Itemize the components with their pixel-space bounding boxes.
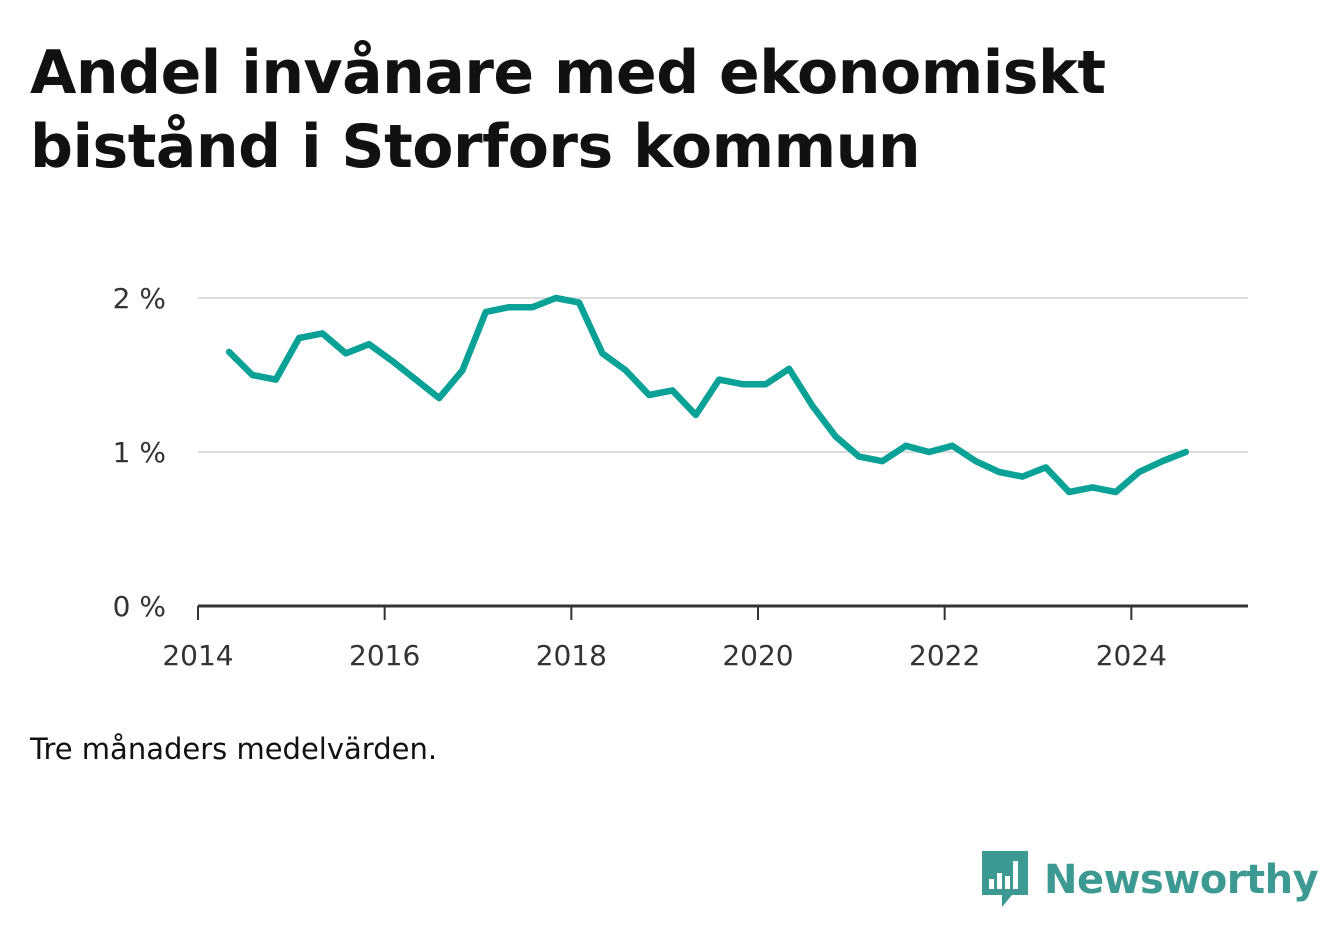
- newsworthy-bar-chart-icon: [982, 851, 1028, 907]
- data-point: [553, 296, 558, 300]
- data-point: [343, 351, 348, 356]
- data-point: [413, 377, 418, 382]
- newsworthy-logo[interactable]: Newsworthy: [980, 848, 1319, 912]
- data-point: [833, 434, 838, 439]
- data-point: [903, 443, 908, 448]
- data-point: [320, 331, 325, 336]
- data-point: [250, 373, 255, 377]
- data-point: [367, 342, 372, 347]
- series-layer: [225, 294, 1190, 496]
- data-point: [880, 459, 885, 464]
- data-point: [787, 366, 792, 371]
- y-tick-label: 2 %: [113, 282, 166, 315]
- data-point: [530, 305, 535, 310]
- data-point: [670, 388, 675, 393]
- data-point: [483, 309, 488, 314]
- data-point: [297, 336, 302, 341]
- x-tick-label: 2018: [536, 639, 607, 672]
- data-point: [623, 368, 628, 373]
- data-point: [973, 459, 978, 464]
- data-point: [950, 443, 955, 448]
- data-point: [600, 351, 605, 356]
- chart-title: Andel invånare med ekonomiskt bistånd i …: [30, 38, 1106, 182]
- grid-layer: [198, 297, 1248, 453]
- y-axis-ticks: 0 % 1 % 2 %: [113, 282, 166, 623]
- data-point: [1113, 490, 1118, 495]
- x-tick-label: 2020: [722, 639, 793, 672]
- data-point: [857, 454, 862, 459]
- data-point: [763, 382, 768, 387]
- data-point: [437, 396, 442, 401]
- data-point: [927, 450, 932, 454]
- data-point: [1183, 450, 1188, 454]
- x-tick-label: 2016: [349, 639, 420, 672]
- x-axis-ticks: 2014 2016 2018 2020 2022 2024: [162, 606, 1167, 672]
- brand-name: Newsworthy: [1044, 857, 1319, 903]
- y-tick-label: 1 %: [113, 436, 166, 469]
- chart-note: Tre månaders medelvärden.: [30, 732, 438, 766]
- data-point: [1137, 470, 1142, 475]
- data-point: [1160, 459, 1165, 464]
- data-point: [507, 305, 512, 310]
- x-tick-label: 2014: [162, 639, 233, 672]
- data-point: [1020, 474, 1025, 479]
- data-point: [717, 377, 722, 382]
- data-point: [997, 470, 1002, 475]
- data-point: [1067, 490, 1072, 495]
- data-point: [227, 349, 232, 354]
- y-tick-label: 0 %: [113, 590, 166, 623]
- series-line-0: [225, 294, 1190, 496]
- data-point: [647, 393, 652, 398]
- data-point: [1090, 485, 1095, 490]
- data-point: [740, 382, 745, 387]
- data-point: [693, 413, 698, 418]
- data-point: [810, 403, 815, 408]
- x-tick-label: 2022: [909, 639, 980, 672]
- x-tick-label: 2024: [1096, 639, 1167, 672]
- data-point: [460, 368, 465, 373]
- data-point: [273, 377, 278, 382]
- data-point: [390, 359, 395, 364]
- data-point: [1043, 465, 1048, 470]
- data-point: [577, 300, 582, 305]
